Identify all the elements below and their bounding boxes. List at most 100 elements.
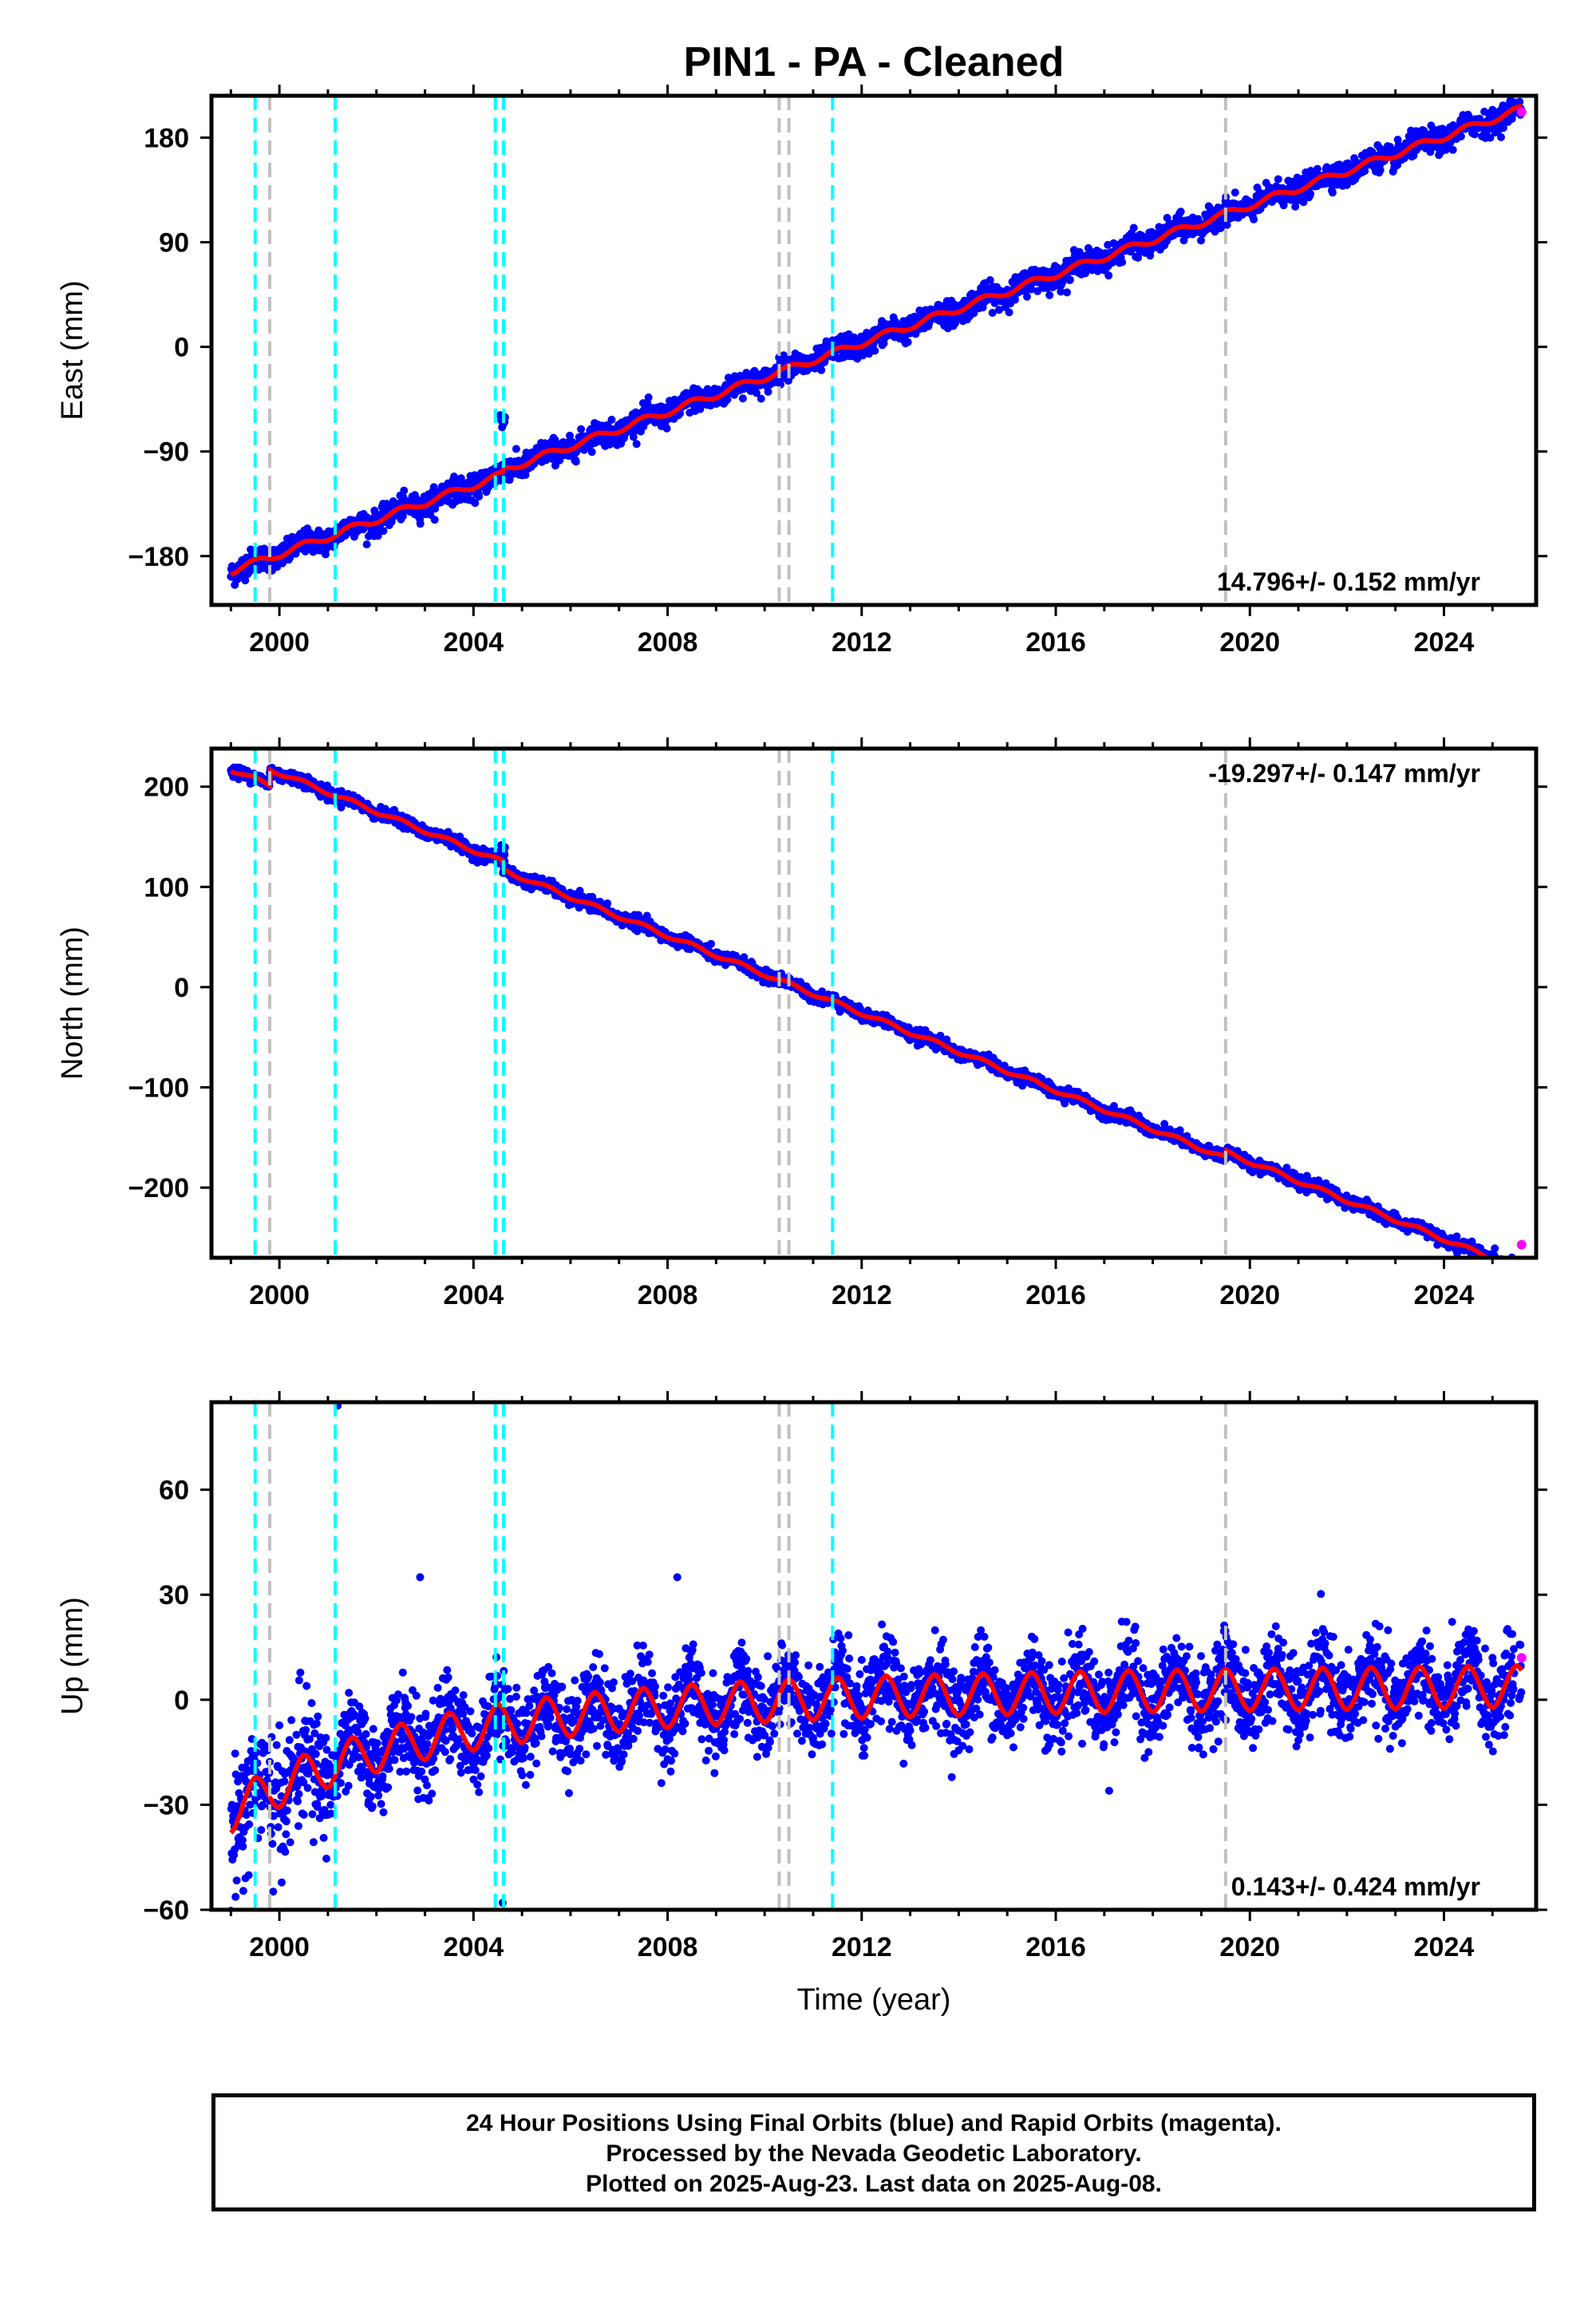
data-point xyxy=(471,499,480,508)
x-tick-label: 2004 xyxy=(444,627,504,658)
rapid-orbit-point xyxy=(1516,107,1527,117)
data-point xyxy=(1231,188,1239,197)
data-point xyxy=(512,445,520,453)
data-point xyxy=(475,492,484,501)
data-point xyxy=(603,899,612,907)
figure-title: PIN1 - PA - Cleaned xyxy=(684,39,1065,85)
data-point xyxy=(1306,189,1315,198)
data-point xyxy=(1470,130,1479,139)
data-point xyxy=(1134,253,1143,262)
x-tick-label: 2008 xyxy=(638,627,698,658)
data-point xyxy=(757,394,765,403)
data-point xyxy=(1448,145,1457,154)
data-point xyxy=(1515,97,1524,106)
plot-area-east xyxy=(227,96,1527,605)
data-point xyxy=(632,440,641,449)
data-point xyxy=(1456,132,1465,140)
data-point xyxy=(1250,215,1258,223)
data-point xyxy=(1027,285,1036,294)
data-point xyxy=(1163,214,1171,222)
x-tick-label: 2024 xyxy=(1414,627,1475,658)
panel-east: 2000 2004 2008 2012 2016 2020 2024 −180 −90 0 90 18… xyxy=(56,85,1547,658)
data-point xyxy=(1176,207,1185,216)
data-point xyxy=(1313,164,1321,173)
data-point xyxy=(1066,275,1074,284)
data-point xyxy=(1486,133,1495,142)
data-point xyxy=(1342,180,1351,189)
data-point xyxy=(1023,292,1031,301)
data-point xyxy=(587,448,596,456)
data-point xyxy=(1063,288,1072,297)
y-tick-label: 180 xyxy=(144,123,189,153)
data-point xyxy=(723,395,732,404)
data-point xyxy=(1129,223,1138,232)
data-point xyxy=(707,939,716,948)
data-point xyxy=(566,431,574,440)
data-point xyxy=(379,527,388,536)
model-fit-line-east xyxy=(230,104,1523,577)
y-tick-label: 90 xyxy=(159,228,189,259)
data-point xyxy=(764,387,772,396)
data-point xyxy=(995,306,1003,314)
data-point xyxy=(988,309,997,317)
y-tick-label: 0 xyxy=(174,333,189,363)
data-point xyxy=(1205,224,1214,233)
data-point xyxy=(241,576,250,585)
data-point xyxy=(986,276,994,284)
data-point xyxy=(1328,188,1337,197)
data-point xyxy=(1376,166,1385,175)
data-point xyxy=(644,393,653,401)
data-point xyxy=(521,471,530,480)
data-point xyxy=(430,516,439,524)
data-point xyxy=(1005,308,1013,317)
data-point xyxy=(738,394,747,403)
data-point xyxy=(1223,220,1231,229)
data-point xyxy=(1293,196,1302,205)
data-point xyxy=(662,424,671,433)
data-point xyxy=(1010,295,1019,304)
data-point xyxy=(542,456,551,464)
data-point xyxy=(373,532,382,540)
data-point xyxy=(871,346,879,355)
data-point xyxy=(571,457,580,466)
x-tick-label: 2000 xyxy=(249,627,310,658)
data-point xyxy=(1299,198,1308,207)
data-point xyxy=(629,433,638,441)
x-tick-label: 2020 xyxy=(1219,627,1280,658)
data-point xyxy=(1197,236,1205,245)
data-point xyxy=(1274,175,1282,184)
data-point xyxy=(1057,287,1065,296)
data-point xyxy=(291,549,300,558)
final-orbit-points-east xyxy=(227,97,1526,589)
data-point xyxy=(1393,160,1402,169)
y-tick-label: −90 xyxy=(143,437,189,468)
data-point xyxy=(1104,271,1113,280)
y-axis-label-east: East (mm) xyxy=(56,280,89,420)
data-point xyxy=(1361,167,1369,176)
y-tick-label: −180 xyxy=(128,542,189,572)
plot-area-north xyxy=(227,749,1527,1258)
x-tick-label: 2012 xyxy=(832,627,892,658)
data-point xyxy=(817,366,826,374)
data-point xyxy=(903,338,912,346)
data-point xyxy=(416,520,425,528)
panels: 2000 2004 2008 2012 2016 2020 2024 −180 −90 0 90 18… xyxy=(56,85,1547,1962)
x-tick-label: 2016 xyxy=(1025,627,1086,658)
data-point xyxy=(431,504,440,513)
data-point xyxy=(398,512,407,520)
data-point xyxy=(1497,132,1505,141)
data-point xyxy=(1033,287,1042,295)
data-point xyxy=(753,389,760,397)
panel-north: 2000 2004 2008 2012 2016 2020 2024−200−1000100… xyxy=(56,737,1547,1310)
data-point xyxy=(400,486,409,495)
data-point xyxy=(1045,290,1054,299)
plot-frame-east xyxy=(209,93,1539,607)
data-point xyxy=(505,476,514,484)
data-point xyxy=(633,927,642,935)
data-point xyxy=(1118,258,1127,267)
data-point xyxy=(577,425,586,433)
rate-label-east: 14.796+/- 0.152 mm/yr xyxy=(1217,567,1480,596)
data-point xyxy=(1394,140,1403,149)
data-point xyxy=(362,540,371,549)
